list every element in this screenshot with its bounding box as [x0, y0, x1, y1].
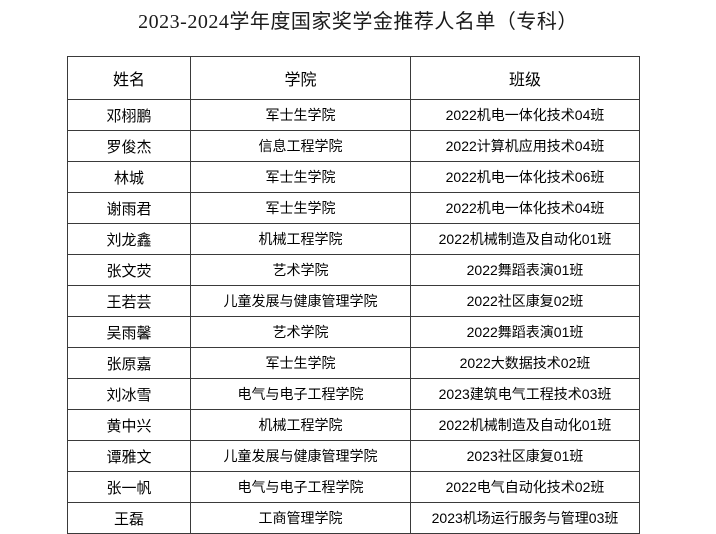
cell-dept: 电气与电子工程学院: [190, 378, 411, 410]
scholarship-roster-table: 姓名 学院 班级 邓栩鹏 军士生学院 2022机电一体化技术04班 罗俊杰 信息工程学院…: [67, 56, 640, 534]
cell-dept: 信息工程学院: [190, 130, 411, 162]
cell-name: 张原嘉: [67, 347, 191, 379]
cell-name: 罗俊杰: [67, 130, 191, 162]
cell-class: 2022机械制造及自动化01班: [410, 409, 640, 441]
cell-class: 2022机电一体化技术06班: [410, 161, 640, 193]
table-body: 邓栩鹏 军士生学院 2022机电一体化技术04班 罗俊杰 信息工程学院 2022计算机应用…: [67, 99, 640, 534]
cell-dept: 工商管理学院: [190, 502, 411, 534]
cell-class: 2022计算机应用技术04班: [410, 130, 640, 162]
table-row: 黄中兴 机械工程学院 2022机械制造及自动化01班: [67, 409, 640, 441]
cell-dept: 儿童发展与健康管理学院: [190, 440, 411, 472]
cell-class: 2022大数据技术02班: [410, 347, 640, 379]
cell-name: 谭雅文: [67, 440, 191, 472]
cell-class: 2022舞蹈表演01班: [410, 254, 640, 286]
table-row: 张文荧 艺术学院 2022舞蹈表演01班: [67, 254, 640, 286]
column-header-dept: 学院: [190, 56, 411, 100]
cell-name: 王若芸: [67, 285, 191, 317]
cell-class: 2022电气自动化技术02班: [410, 471, 640, 503]
table-row: 谭雅文 儿童发展与健康管理学院 2023社区康复01班: [67, 440, 640, 472]
table-row: 谢雨君 军士生学院 2022机电一体化技术04班: [67, 192, 640, 224]
column-header-name: 姓名: [67, 56, 191, 100]
cell-dept: 机械工程学院: [190, 223, 411, 255]
cell-name: 林城: [67, 161, 191, 193]
cell-class: 2022社区康复02班: [410, 285, 640, 317]
column-header-class: 班级: [410, 56, 640, 100]
cell-class: 2023建筑电气工程技术03班: [410, 378, 640, 410]
cell-dept: 军士生学院: [190, 161, 411, 193]
cell-name: 刘冰雪: [67, 378, 191, 410]
cell-class: 2023机场运行服务与管理03班: [410, 502, 640, 534]
cell-dept: 军士生学院: [190, 192, 411, 224]
cell-class: 2022舞蹈表演01班: [410, 316, 640, 348]
cell-dept: 儿童发展与健康管理学院: [190, 285, 411, 317]
table-row: 张一帆 电气与电子工程学院 2022电气自动化技术02班: [67, 471, 640, 503]
table-row: 林城 军士生学院 2022机电一体化技术06班: [67, 161, 640, 193]
cell-name: 邓栩鹏: [67, 99, 191, 131]
page-title: 2023-2024学年度国家奖学金推荐人名单（专科）: [138, 11, 578, 33]
table-row: 王若芸 儿童发展与健康管理学院 2022社区康复02班: [67, 285, 640, 317]
table-header-row: 姓名 学院 班级: [67, 56, 640, 100]
table-row: 张原嘉 军士生学院 2022大数据技术02班: [67, 347, 640, 379]
cell-class: 2022机电一体化技术04班: [410, 192, 640, 224]
cell-class: 2022机械制造及自动化01班: [410, 223, 640, 255]
table-row: 刘龙鑫 机械工程学院 2022机械制造及自动化01班: [67, 223, 640, 255]
cell-dept: 艺术学院: [190, 254, 411, 286]
cell-name: 刘龙鑫: [67, 223, 191, 255]
cell-dept: 机械工程学院: [190, 409, 411, 441]
cell-dept: 电气与电子工程学院: [190, 471, 411, 503]
cell-dept: 艺术学院: [190, 316, 411, 348]
cell-class: 2022机电一体化技术04班: [410, 99, 640, 131]
cell-name: 黄中兴: [67, 409, 191, 441]
cell-name: 张一帆: [67, 471, 191, 503]
cell-name: 张文荧: [67, 254, 191, 286]
cell-name: 谢雨君: [67, 192, 191, 224]
table-row: 刘冰雪 电气与电子工程学院 2023建筑电气工程技术03班: [67, 378, 640, 410]
cell-name: 王磊: [67, 502, 191, 534]
table-row: 邓栩鹏 军士生学院 2022机电一体化技术04班: [67, 99, 640, 131]
table-header: 姓名 学院 班级: [67, 56, 640, 100]
cell-class: 2023社区康复01班: [410, 440, 640, 472]
cell-name: 吴雨馨: [67, 316, 191, 348]
cell-dept: 军士生学院: [190, 99, 411, 131]
table-row: 吴雨馨 艺术学院 2022舞蹈表演01班: [67, 316, 640, 348]
cell-dept: 军士生学院: [190, 347, 411, 379]
table-row: 罗俊杰 信息工程学院 2022计算机应用技术04班: [67, 130, 640, 162]
table-row: 王磊 工商管理学院 2023机场运行服务与管理03班: [67, 502, 640, 534]
